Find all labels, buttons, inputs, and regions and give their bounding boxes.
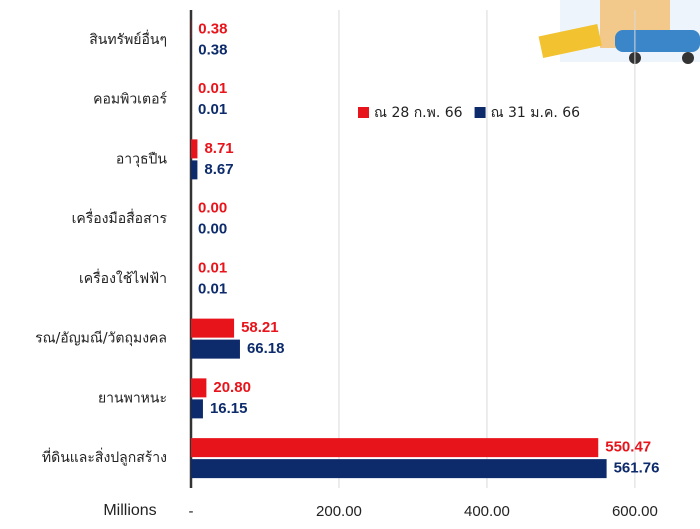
- value-label: 0.01: [198, 259, 227, 276]
- value-label: 20.80: [213, 379, 251, 396]
- x-tick-label: 200.00: [316, 503, 362, 520]
- bar: [191, 160, 198, 180]
- y-tick-label: สินทรัพย์อื่นๆ: [89, 30, 167, 48]
- x-tick-label: -: [189, 503, 194, 520]
- value-label: 561.76: [614, 460, 660, 477]
- value-label: 0.01: [198, 280, 227, 297]
- decoration: [538, 0, 700, 64]
- y-tick-label: อาวุธปืน: [116, 151, 168, 167]
- value-label: 8.67: [204, 161, 233, 178]
- value-label: 66.18: [247, 340, 285, 357]
- value-label: 58.21: [241, 319, 279, 336]
- value-label: 16.15: [210, 400, 248, 417]
- legend-swatch: [474, 107, 486, 118]
- y-tick-label: รณ/อัญมณี/วัตถุมงคล: [35, 331, 167, 347]
- y-tick-label: เครื่องมือสื่อสาร: [72, 209, 168, 227]
- bar: [191, 438, 599, 458]
- x-tick-label: 400.00: [464, 503, 510, 520]
- legend-label: ณ 31 ม.ค. 66: [491, 105, 581, 121]
- y-tick-label: ที่ดินและสิ่งปลูกสร้าง: [42, 448, 167, 466]
- value-label: 0.01: [198, 101, 227, 118]
- value-label: 0.38: [198, 20, 227, 37]
- y-tick-label: คอมพิวเตอร์: [93, 91, 167, 108]
- value-label: 0.01: [198, 80, 227, 97]
- value-label: 0.38: [198, 41, 227, 58]
- value-label: 0.00: [198, 221, 227, 238]
- value-label: 8.71: [204, 140, 233, 157]
- legend-label: ณ 28 ก.พ. 66: [374, 105, 463, 121]
- bar: [191, 378, 207, 398]
- y-tick-label: เครื่องใช้ไฟฟ้า: [79, 269, 167, 287]
- value-label: 550.47: [605, 439, 651, 456]
- value-label: 0.00: [198, 200, 227, 217]
- x-tick-label: 600.00: [612, 503, 658, 520]
- y-tick-label: ยานพาหนะ: [98, 390, 167, 406]
- x-axis-label: Millions: [103, 502, 156, 519]
- bar: [191, 318, 235, 338]
- bar: [191, 339, 240, 359]
- bar: [191, 459, 607, 479]
- legend-swatch: [358, 107, 369, 118]
- bar: [191, 399, 203, 419]
- bar: [191, 139, 198, 159]
